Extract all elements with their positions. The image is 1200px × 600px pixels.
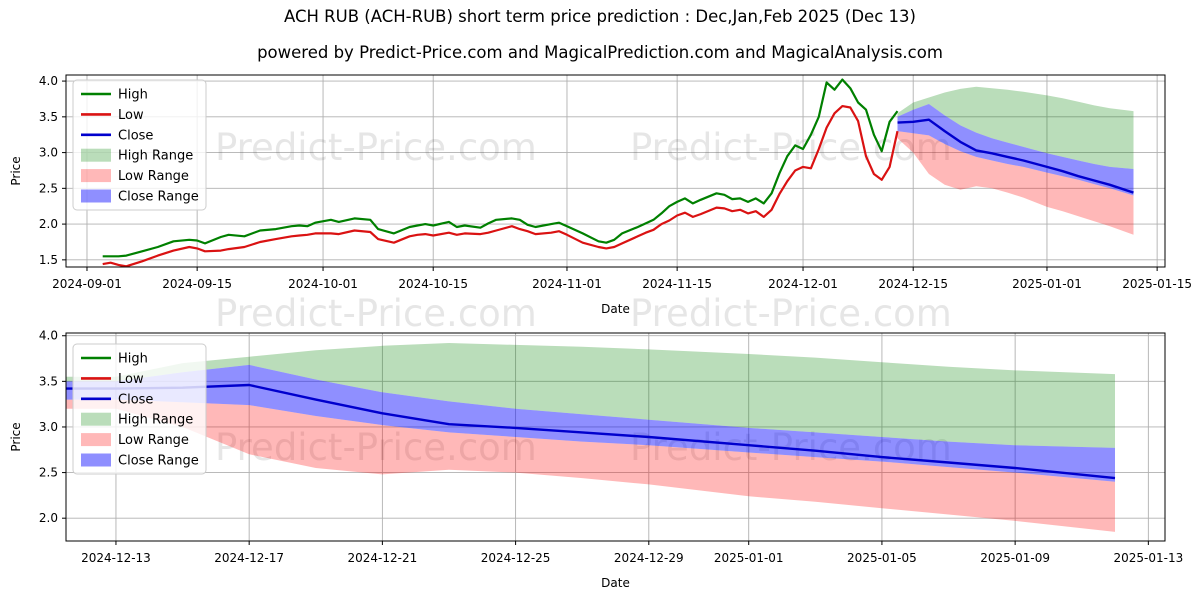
high_range-legend-swatch <box>81 148 111 162</box>
x-tick-label: 2024-10-15 <box>398 277 468 291</box>
legend-label: Low Range <box>118 433 189 448</box>
close-range-band <box>66 364 1115 482</box>
price-chart-full: Predict-Price.com Predict-Price.com2024-0… <box>9 74 1192 316</box>
close-range-band <box>897 104 1134 196</box>
legend-label: Close Range <box>118 190 199 205</box>
legend-label: High <box>118 352 148 367</box>
y-tick-label: 1.5 <box>39 253 58 267</box>
low-line <box>102 105 899 268</box>
grid <box>66 333 1165 541</box>
x-tick-label: 2024-10-01 <box>288 277 358 291</box>
x-tick-label: 2025-01-09 <box>980 551 1050 565</box>
legend-label: Close Range <box>118 454 199 469</box>
x-axis-label: Date <box>601 576 630 590</box>
watermark-text: Predict-Price.com <box>215 426 537 469</box>
x-tick-label: 2024-12-15 <box>878 277 948 291</box>
y-tick-label: 2.0 <box>39 511 58 525</box>
x-tick-label: 2024-11-15 <box>642 277 712 291</box>
high-range-band <box>897 86 1134 169</box>
close-line <box>66 383 1116 480</box>
x-tick-label: 2024-12-17 <box>214 551 284 565</box>
x-tick-label: 2024-12-21 <box>348 551 418 565</box>
legend-label: Close <box>118 392 153 407</box>
legend: High Low Close High Range Low Range Close Ran… <box>72 79 207 211</box>
x-tick-label: 2024-12-29 <box>614 551 684 565</box>
close_range-legend-swatch <box>81 189 111 203</box>
x-tick-label: 2024-11-01 <box>532 277 602 291</box>
price-chart-forecast: Predict-Price.comPredict-Price.com2024-1… <box>9 329 1183 590</box>
y-tick-label: 3.0 <box>39 146 58 160</box>
legend: High Low Close High Range Low Range Close Ran… <box>72 343 207 475</box>
watermark-text: Predict-Price.com <box>215 292 537 335</box>
x-tick-label: 2024-12-13 <box>81 551 151 565</box>
grid <box>66 75 1165 267</box>
y-axis-label: Price <box>9 156 23 185</box>
low-range-band <box>66 399 1115 532</box>
plot-frame <box>65 332 1166 542</box>
y-tick-label: 2.5 <box>39 466 58 480</box>
y-tick-label: 3.5 <box>39 374 58 388</box>
high-line <box>102 78 899 258</box>
axes-labels: 2024-12-13 2024-12-17 2024-12-21 2024-12-25… <box>9 329 1183 590</box>
legend-label: Low Range <box>118 169 189 184</box>
legend-label: High <box>118 88 148 103</box>
x-tick-label: 2024-12-01 <box>768 277 838 291</box>
x-tick-label: 2025-01-01 <box>1012 277 1082 291</box>
high_range-legend-swatch <box>81 412 111 426</box>
watermark-text: Predict-Price.com <box>215 126 537 169</box>
low-range-band <box>897 131 1134 235</box>
legend-label: Low <box>118 108 144 123</box>
y-tick-label: 2.5 <box>39 181 58 195</box>
low_range-legend-swatch <box>81 433 111 447</box>
watermark-text: Predict-Price.com <box>630 292 952 335</box>
chart-subtitle: powered by Predict-Price.com and Magical… <box>257 43 943 62</box>
y-tick-label: 3.0 <box>39 420 58 434</box>
x-tick-label: 2025-01-05 <box>847 551 917 565</box>
x-tick-label: 2025-01-01 <box>714 551 784 565</box>
low_range-legend-swatch <box>81 169 111 183</box>
legend-label: High Range <box>118 413 193 428</box>
y-axis-label: Price <box>9 422 23 451</box>
x-tick-label: 2025-01-15 <box>1122 277 1192 291</box>
axes-labels: 2024-09-01 2024-09-15 2024-10-01 2024-10-15… <box>9 74 1192 316</box>
x-axis-label: Date <box>601 302 630 316</box>
watermark-text: Predict-Price.com <box>630 126 952 169</box>
x-tick-label: 2024-09-15 <box>162 277 232 291</box>
y-tick-label: 2.0 <box>39 217 58 231</box>
legend-label: Low <box>118 372 144 387</box>
x-tick-label: 2025-01-13 <box>1113 551 1183 565</box>
x-tick-label: 2024-12-25 <box>481 551 551 565</box>
high-range-band <box>66 343 1115 448</box>
plot-frame <box>65 74 1166 268</box>
x-tick-label: 2024-09-01 <box>52 277 122 291</box>
close_range-legend-swatch <box>81 453 111 467</box>
chart-title: ACH RUB (ACH-RUB) short term price predi… <box>284 7 916 26</box>
y-tick-label: 3.5 <box>39 110 58 124</box>
close-line <box>897 118 1134 194</box>
legend-label: High Range <box>118 149 193 164</box>
y-tick-label: 4.0 <box>39 329 58 343</box>
legend-box <box>72 79 207 211</box>
y-tick-label: 4.0 <box>39 74 58 88</box>
legend-box <box>72 343 207 475</box>
legend-label: Close <box>118 128 153 143</box>
